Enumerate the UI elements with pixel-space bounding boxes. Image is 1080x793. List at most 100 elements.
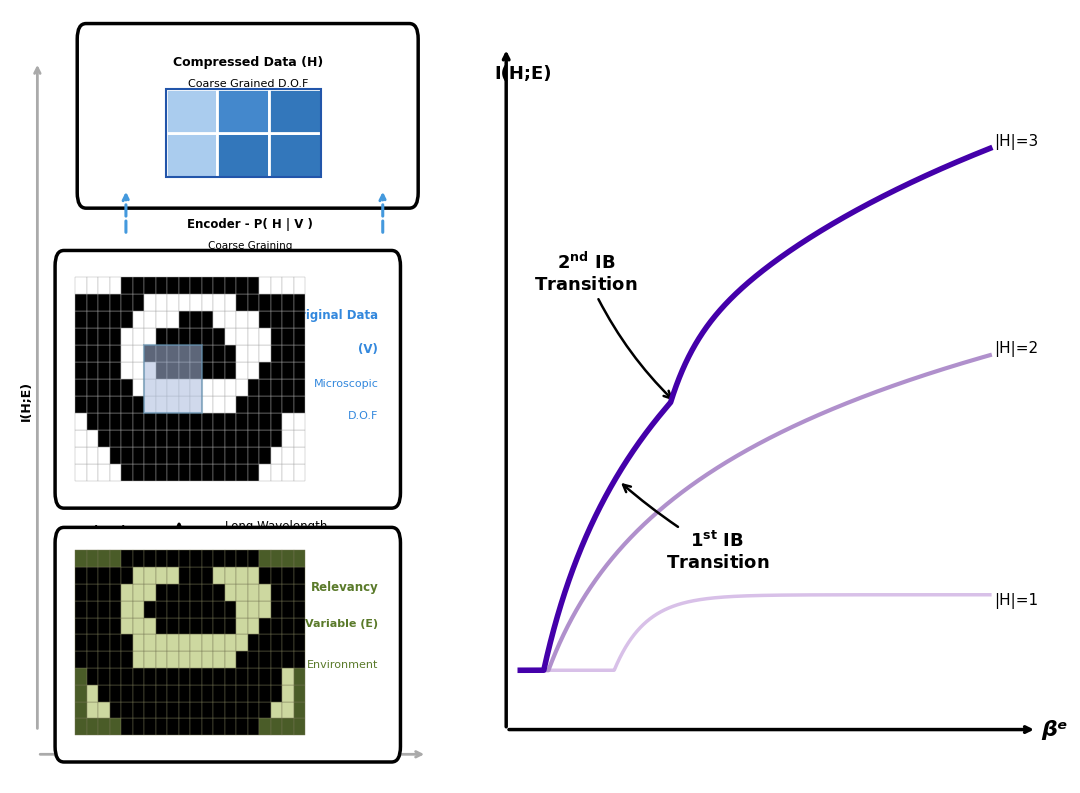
Bar: [190, 413, 202, 431]
Bar: [167, 447, 178, 464]
Bar: [167, 294, 178, 312]
Bar: [294, 345, 306, 362]
Bar: [86, 328, 98, 345]
Bar: [225, 278, 237, 294]
Bar: [133, 684, 144, 702]
Bar: [167, 702, 178, 718]
Bar: [202, 431, 213, 447]
Bar: [271, 634, 282, 651]
Bar: [75, 413, 86, 431]
Bar: [86, 431, 98, 447]
Bar: [213, 447, 225, 464]
Bar: [202, 567, 213, 584]
Bar: [109, 601, 121, 618]
Bar: [121, 718, 133, 735]
Bar: [247, 328, 259, 345]
Bar: [86, 584, 98, 601]
Bar: [167, 379, 178, 396]
Bar: [144, 431, 156, 447]
Bar: [121, 345, 133, 362]
Bar: [190, 278, 202, 294]
Bar: [86, 702, 98, 718]
Bar: [167, 328, 178, 345]
Bar: [294, 550, 306, 567]
Bar: [86, 651, 98, 668]
Bar: [237, 668, 247, 684]
Bar: [167, 413, 178, 431]
Bar: [178, 431, 190, 447]
Bar: [294, 464, 306, 481]
Bar: [86, 278, 98, 294]
Bar: [294, 601, 306, 618]
Bar: [259, 312, 271, 328]
Bar: [269, 89, 321, 133]
Bar: [178, 464, 190, 481]
Text: βᵉ: βᵉ: [1041, 719, 1068, 740]
Bar: [213, 396, 225, 413]
Bar: [294, 328, 306, 345]
Bar: [121, 651, 133, 668]
Bar: [217, 89, 269, 133]
Bar: [202, 345, 213, 362]
Bar: [133, 328, 144, 345]
Bar: [259, 550, 271, 567]
Bar: [271, 618, 282, 634]
Bar: [75, 447, 86, 464]
Bar: [167, 651, 178, 668]
Bar: [271, 362, 282, 379]
Text: Environment: Environment: [307, 660, 378, 670]
Bar: [86, 345, 98, 362]
Bar: [190, 328, 202, 345]
Bar: [247, 584, 259, 601]
Bar: [294, 567, 306, 584]
Bar: [225, 668, 237, 684]
Bar: [213, 684, 225, 702]
Bar: [190, 550, 202, 567]
Bar: [271, 413, 282, 431]
Bar: [294, 718, 306, 735]
Bar: [213, 312, 225, 328]
Bar: [213, 464, 225, 481]
Bar: [294, 294, 306, 312]
Bar: [86, 294, 98, 312]
Bar: [294, 618, 306, 634]
Bar: [121, 618, 133, 634]
Bar: [167, 312, 178, 328]
Bar: [98, 684, 109, 702]
Bar: [237, 413, 247, 431]
Bar: [225, 396, 237, 413]
Bar: [190, 396, 202, 413]
Bar: [259, 668, 271, 684]
Bar: [247, 278, 259, 294]
Bar: [247, 294, 259, 312]
Bar: [190, 668, 202, 684]
Bar: [225, 312, 237, 328]
Bar: [259, 601, 271, 618]
Bar: [190, 702, 202, 718]
Bar: [237, 464, 247, 481]
Bar: [86, 362, 98, 379]
Bar: [144, 447, 156, 464]
Bar: [98, 278, 109, 294]
Bar: [247, 668, 259, 684]
Bar: [225, 584, 237, 601]
Bar: [133, 618, 144, 634]
Bar: [269, 133, 321, 178]
Bar: [247, 362, 259, 379]
Bar: [225, 379, 237, 396]
Bar: [133, 464, 144, 481]
Bar: [225, 550, 237, 567]
Text: Coarse Grained D.O.F: Coarse Grained D.O.F: [188, 79, 308, 89]
Text: |H|=3: |H|=3: [995, 135, 1039, 151]
Bar: [98, 668, 109, 684]
Bar: [247, 601, 259, 618]
Bar: [156, 413, 167, 431]
Bar: [225, 601, 237, 618]
Bar: [178, 618, 190, 634]
Bar: [237, 312, 247, 328]
Bar: [202, 550, 213, 567]
Bar: [225, 618, 237, 634]
Bar: [109, 294, 121, 312]
Bar: [282, 464, 294, 481]
Bar: [144, 396, 156, 413]
